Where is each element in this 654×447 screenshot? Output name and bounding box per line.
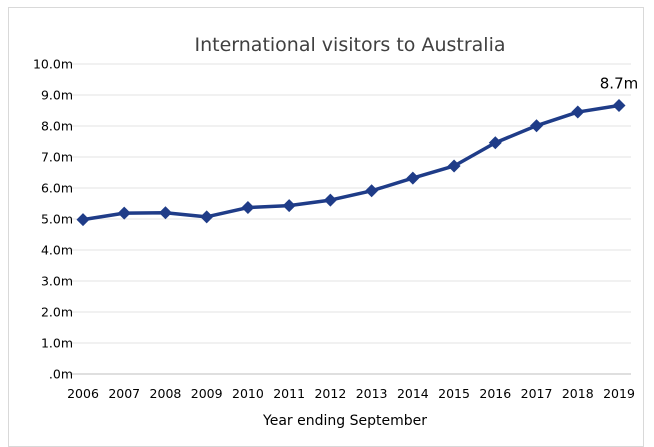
x-tick-label: 2019 [603,386,635,401]
x-tick-label: 2013 [356,386,388,401]
data-point [76,213,90,227]
y-tick-label: 7.0m [41,150,73,165]
data-point [447,159,461,173]
x-tick-label: 2008 [150,386,182,401]
data-point [282,199,296,213]
chart-title: International visitors to Australia [195,34,506,56]
data-point [612,99,626,113]
x-tick-label: 2016 [479,386,511,401]
data-point [530,119,544,133]
x-tick-label: 2014 [397,386,429,401]
x-axis-title: Year ending September [262,413,427,429]
x-tick-label: 2010 [232,386,264,401]
data-point [117,206,131,220]
x-axis-ticks: 2006 2007 2008 2009 2010 2011 2012 2013 2014 2015… [67,386,635,401]
y-tick-label: 8.0m [41,119,73,134]
data-point [571,105,585,119]
x-tick-label: 2009 [191,386,223,401]
data-point [488,136,502,150]
y-tick-label: 5.0m [41,212,73,227]
data-point [158,206,172,220]
y-tick-label: 4.0m [41,243,73,258]
x-tick-label: 2015 [438,386,470,401]
line-chart: International visitors to Australia .0m 1… [33,34,638,429]
y-tick-label: 6.0m [41,181,73,196]
data-point [241,201,255,215]
data-point [365,184,379,198]
data-label: 8.7m [600,75,638,93]
y-tick-label: 10.0m [33,57,73,72]
x-tick-label: 2011 [273,386,305,401]
y-tick-label: 3.0m [41,274,73,289]
annotations: 8.7m [600,75,638,93]
data-point [323,193,337,207]
y-tick-label: 1.0m [41,336,73,351]
x-tick-label: 2018 [562,386,594,401]
x-tick-label: 2007 [108,386,140,401]
x-tick-label: 2012 [314,386,346,401]
y-axis-ticks: .0m 1.0m 2.0m 3.0m 4.0m 5.0m 6.0m 7.0m 8.0m 9.0m 1… [33,57,73,382]
series-line [81,103,621,222]
y-tick-label: 2.0m [41,305,73,320]
data-point [406,171,420,185]
data-point [200,210,214,224]
x-tick-label: 2017 [521,386,553,401]
gridlines [70,63,631,375]
y-tick-label: 9.0m [41,88,73,103]
series-visitors [76,99,626,227]
y-tick-label: .0m [49,367,73,382]
x-tick-label: 2006 [67,386,99,401]
